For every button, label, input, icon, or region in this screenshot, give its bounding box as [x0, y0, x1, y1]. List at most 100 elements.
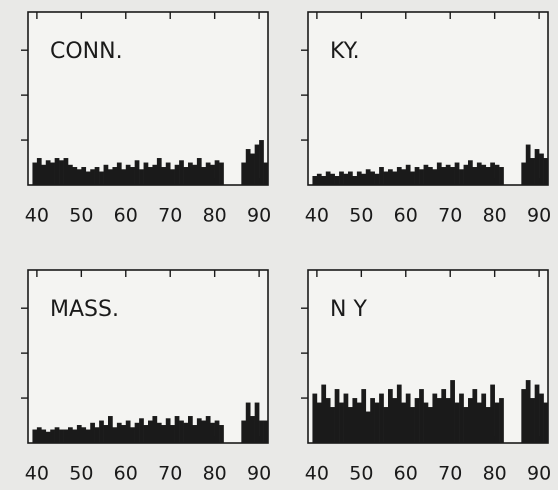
bar: [330, 174, 335, 185]
bar: [361, 389, 366, 443]
bar: [428, 167, 433, 185]
bar: [472, 167, 477, 185]
bar: [379, 394, 384, 443]
bar: [424, 403, 429, 443]
bar: [126, 421, 131, 443]
x-tick-label: 90: [247, 463, 271, 485]
x-tick-label: 50: [69, 463, 93, 485]
bar: [37, 427, 42, 443]
x-tick-label: 80: [483, 205, 507, 227]
bar: [348, 172, 353, 185]
bar: [206, 416, 211, 443]
bar: [81, 167, 86, 185]
bar: [335, 176, 340, 185]
x-tick-label: 40: [305, 463, 329, 485]
bar: [317, 403, 322, 443]
bar: [148, 421, 153, 443]
bar: [250, 154, 255, 185]
bar: [179, 160, 184, 185]
bar: [370, 172, 375, 185]
bar: [375, 174, 380, 185]
bar: [330, 407, 335, 443]
bar: [130, 167, 135, 185]
bar: [450, 380, 455, 443]
bar: [539, 394, 544, 443]
bar: [157, 423, 162, 443]
bar: [472, 389, 477, 443]
panel-frame: [28, 270, 268, 443]
bar: [161, 167, 166, 185]
bar: [152, 416, 157, 443]
bar: [95, 167, 100, 185]
bar: [539, 154, 544, 185]
x-tick-label: 80: [203, 205, 227, 227]
bar: [468, 160, 473, 185]
bar: [415, 398, 420, 443]
panel-frame: [308, 12, 548, 185]
bar: [175, 416, 180, 443]
x-tick-label: 40: [25, 205, 49, 227]
bar: [148, 167, 153, 185]
x-tick-label: 70: [158, 463, 182, 485]
bar: [392, 172, 397, 185]
bar: [384, 172, 389, 185]
bar: [64, 158, 69, 185]
bar: [72, 167, 77, 185]
bar: [157, 158, 162, 185]
bar: [201, 421, 206, 443]
bar: [175, 165, 180, 185]
bar: [264, 421, 269, 443]
bar: [259, 421, 264, 443]
bar: [64, 430, 69, 443]
bar: [499, 167, 504, 185]
bar: [419, 169, 424, 185]
x-tick-label: 40: [305, 205, 329, 227]
bar: [326, 172, 331, 185]
x-tick-label: 70: [438, 205, 462, 227]
bar: [352, 398, 357, 443]
bar: [535, 385, 540, 443]
bar: [499, 398, 504, 443]
bar: [375, 403, 380, 443]
bar: [152, 165, 157, 185]
bar: [530, 398, 535, 443]
x-tick-label: 60: [114, 205, 138, 227]
x-tick-label: 70: [438, 463, 462, 485]
bar: [104, 165, 109, 185]
bar: [130, 427, 135, 443]
bar: [188, 416, 193, 443]
bar: [455, 403, 460, 443]
bar: [410, 407, 415, 443]
bar: [526, 145, 531, 185]
bar: [366, 169, 371, 185]
bar: [486, 407, 491, 443]
bar: [424, 165, 429, 185]
x-tick-label: 90: [247, 205, 271, 227]
bar: [192, 425, 197, 443]
x-tick-label: 80: [203, 463, 227, 485]
bar: [241, 163, 246, 185]
panel-title: CONN.: [50, 39, 123, 64]
bar: [406, 394, 411, 443]
bar: [392, 398, 397, 443]
bar: [437, 398, 442, 443]
bar: [188, 163, 193, 185]
bar: [490, 385, 495, 443]
bar: [388, 169, 393, 185]
bar: [259, 140, 264, 185]
bar: [184, 423, 189, 443]
bar: [50, 163, 55, 185]
bar: [397, 167, 402, 185]
x-tick-label: 50: [349, 463, 373, 485]
bar: [197, 418, 202, 443]
bar: [432, 394, 437, 443]
bar: [135, 160, 140, 185]
bar: [495, 403, 500, 443]
bar: [112, 167, 117, 185]
bar: [477, 403, 482, 443]
bar: [59, 430, 64, 443]
bar: [339, 172, 344, 185]
bar: [215, 160, 220, 185]
bar: [126, 165, 131, 185]
bar: [526, 380, 531, 443]
